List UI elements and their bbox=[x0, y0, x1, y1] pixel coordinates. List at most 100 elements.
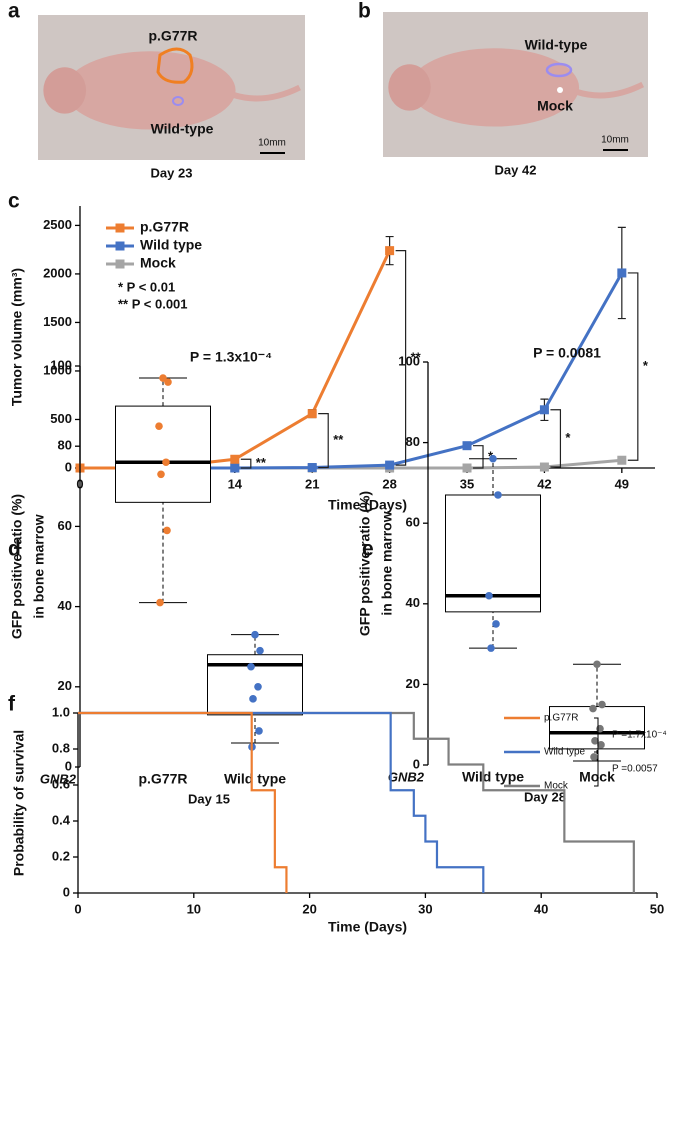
y-tick-label: 2500 bbox=[43, 217, 72, 232]
x-tick-label: 0 bbox=[74, 901, 81, 916]
panel-label: d bbox=[8, 538, 21, 561]
x-tick-label: 14 bbox=[228, 476, 243, 491]
y-tick-label: 500 bbox=[50, 411, 72, 426]
box bbox=[445, 494, 541, 613]
y-axis-title: Probability of survival bbox=[11, 730, 27, 876]
panel-label: b bbox=[358, 0, 371, 23]
data-point bbox=[489, 454, 497, 463]
significance-bracket bbox=[550, 409, 562, 468]
mouse-body bbox=[64, 51, 236, 130]
caption: Day 15 bbox=[188, 791, 230, 806]
x-tick-label: 21 bbox=[305, 476, 319, 491]
y-tick-label: 60 bbox=[58, 518, 72, 533]
tumor-outline bbox=[172, 96, 184, 106]
panel-label: a bbox=[8, 0, 20, 23]
marker bbox=[385, 460, 395, 470]
y-tick-label: 0 bbox=[63, 884, 70, 899]
y-axis-title: in bone marrow bbox=[31, 514, 47, 618]
data-point bbox=[255, 727, 263, 735]
panel-label: f bbox=[8, 693, 16, 716]
photo-label: Mock bbox=[537, 98, 573, 114]
marker bbox=[230, 454, 240, 464]
data-point bbox=[487, 644, 495, 652]
annotation: * P < 0.01 bbox=[118, 279, 175, 294]
significance-bracket bbox=[627, 272, 639, 461]
data-point bbox=[254, 683, 262, 691]
x-tick-label: 20 bbox=[302, 901, 316, 916]
y-tick-label: 60 bbox=[406, 515, 420, 530]
p-bracket bbox=[594, 751, 599, 787]
data-point bbox=[247, 662, 255, 671]
significance-bracket bbox=[473, 445, 484, 469]
data-point bbox=[155, 422, 163, 430]
data-point bbox=[591, 737, 599, 745]
y-tick-label: 0.6 bbox=[52, 776, 70, 791]
data-point bbox=[596, 724, 604, 733]
marker bbox=[307, 409, 317, 419]
data-point bbox=[256, 646, 264, 655]
marker bbox=[617, 455, 627, 465]
x-tick-label: 30 bbox=[418, 901, 432, 916]
mouse-head bbox=[388, 64, 431, 111]
data-point bbox=[494, 491, 502, 499]
marker bbox=[539, 405, 549, 415]
survival-curve bbox=[78, 711, 288, 893]
x-tick-label: p.G77R bbox=[138, 771, 187, 787]
legend-marker bbox=[115, 241, 125, 251]
y-tick-label: 1500 bbox=[43, 314, 72, 329]
data-point bbox=[163, 526, 171, 535]
x-tick-label: Wild type bbox=[224, 771, 286, 787]
y-tick-label: 40 bbox=[58, 598, 72, 613]
y-tick-label: 40 bbox=[406, 595, 420, 610]
x-tick-label: 40 bbox=[534, 901, 548, 916]
data-point bbox=[485, 591, 493, 600]
photo-label: Wild-type bbox=[525, 37, 588, 53]
y-tick-label: 0.8 bbox=[52, 740, 70, 755]
legend-label: p.G77R bbox=[544, 713, 578, 724]
p-value: P =0.0057 bbox=[612, 764, 658, 775]
annotation: ** P < 0.001 bbox=[118, 296, 188, 311]
legend-marker bbox=[115, 259, 125, 269]
x-tick-label: Wild type bbox=[462, 769, 524, 785]
data-point bbox=[157, 470, 165, 479]
marker bbox=[539, 462, 549, 472]
data-point bbox=[164, 378, 172, 386]
significance-label: * bbox=[565, 430, 571, 445]
photo-caption: Day 42 bbox=[495, 162, 537, 177]
p-value: P = 1.3x10⁻⁴ bbox=[190, 349, 272, 365]
significance-label: ** bbox=[411, 349, 422, 364]
y-tick-label: 0 bbox=[65, 758, 72, 773]
photo-caption: Day 23 bbox=[151, 165, 193, 180]
y-tick-label: 2000 bbox=[43, 265, 72, 280]
mouse-tail bbox=[232, 84, 302, 102]
significance-label: * bbox=[643, 358, 649, 373]
data-point bbox=[597, 741, 605, 749]
tumor-outline bbox=[545, 62, 573, 78]
legend-label: p.G77R bbox=[140, 219, 189, 235]
data-point bbox=[249, 695, 257, 703]
mouse-head bbox=[43, 67, 87, 114]
marker bbox=[462, 463, 472, 473]
p-value: P = 0.0081 bbox=[533, 345, 601, 361]
category-prefix: GNB2 bbox=[40, 771, 77, 786]
legend-label: Mock bbox=[140, 255, 176, 271]
x-axis-title: Time (Days) bbox=[328, 919, 407, 935]
panel-label: c bbox=[8, 190, 20, 213]
caption: Day 28 bbox=[524, 789, 566, 804]
data-point bbox=[162, 458, 170, 467]
scale-bar-label: 10mm bbox=[258, 138, 286, 149]
y-axis-title: GFP positive ratio (%) bbox=[357, 491, 373, 636]
y-tick-label: 100 bbox=[398, 353, 420, 368]
data-point bbox=[492, 620, 500, 628]
box bbox=[115, 405, 211, 503]
y-tick-label: 1.0 bbox=[52, 704, 70, 719]
legend-marker bbox=[115, 223, 125, 233]
data-point bbox=[251, 630, 259, 639]
y-tick-label: 20 bbox=[406, 676, 420, 691]
category-prefix: GNB2 bbox=[388, 769, 425, 784]
mouse-tail bbox=[575, 81, 645, 99]
y-tick-label: 0.4 bbox=[52, 812, 71, 827]
data-point bbox=[589, 704, 597, 713]
significance-bracket bbox=[318, 413, 329, 469]
